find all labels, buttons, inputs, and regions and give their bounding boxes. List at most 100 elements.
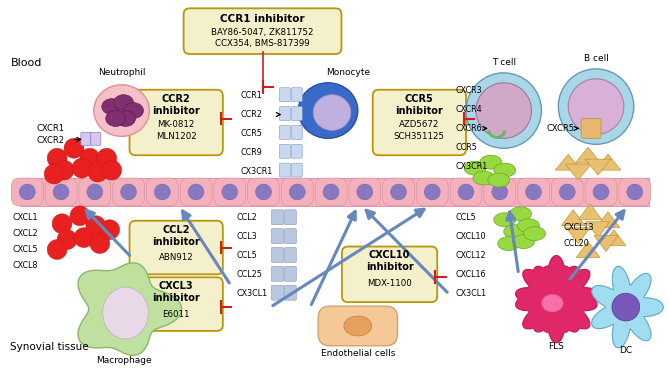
FancyBboxPatch shape bbox=[373, 90, 466, 155]
Text: Synovial tissue: Synovial tissue bbox=[11, 342, 89, 352]
Circle shape bbox=[97, 148, 116, 168]
Text: CCR9: CCR9 bbox=[241, 148, 262, 157]
Text: CCX354, BMS-817399: CCX354, BMS-817399 bbox=[215, 38, 310, 48]
Ellipse shape bbox=[222, 184, 237, 200]
FancyBboxPatch shape bbox=[45, 178, 77, 206]
Ellipse shape bbox=[19, 184, 35, 200]
Circle shape bbox=[86, 216, 106, 236]
Text: CX3CL1: CX3CL1 bbox=[455, 289, 486, 298]
Polygon shape bbox=[78, 263, 182, 355]
FancyBboxPatch shape bbox=[112, 178, 145, 206]
Text: CX3CL1: CX3CL1 bbox=[237, 289, 268, 298]
FancyBboxPatch shape bbox=[291, 107, 302, 120]
Text: CCR1: CCR1 bbox=[241, 91, 262, 100]
FancyBboxPatch shape bbox=[450, 178, 482, 206]
Circle shape bbox=[57, 230, 77, 250]
FancyBboxPatch shape bbox=[383, 178, 414, 206]
Ellipse shape bbox=[124, 103, 143, 119]
Polygon shape bbox=[561, 210, 585, 226]
Polygon shape bbox=[594, 236, 618, 251]
Text: CXCL3: CXCL3 bbox=[159, 281, 193, 291]
Ellipse shape bbox=[102, 99, 122, 115]
Polygon shape bbox=[578, 204, 602, 220]
FancyBboxPatch shape bbox=[551, 178, 583, 206]
Text: CXCR6: CXCR6 bbox=[455, 124, 482, 133]
FancyBboxPatch shape bbox=[280, 88, 290, 101]
Text: CXCL5: CXCL5 bbox=[13, 245, 38, 254]
Text: FLS: FLS bbox=[549, 342, 564, 351]
Text: CXCR4: CXCR4 bbox=[455, 105, 482, 114]
FancyBboxPatch shape bbox=[416, 178, 448, 206]
Text: CXCR2: CXCR2 bbox=[36, 136, 64, 145]
Text: CCL5: CCL5 bbox=[455, 213, 476, 222]
Ellipse shape bbox=[106, 110, 126, 126]
Ellipse shape bbox=[53, 184, 69, 200]
FancyBboxPatch shape bbox=[272, 229, 284, 244]
Text: inhibitor: inhibitor bbox=[395, 106, 444, 116]
Text: CCR5: CCR5 bbox=[455, 143, 477, 152]
Text: CCL20: CCL20 bbox=[563, 239, 589, 248]
FancyBboxPatch shape bbox=[272, 248, 284, 263]
FancyBboxPatch shape bbox=[349, 178, 381, 206]
Text: Neutrophil: Neutrophil bbox=[98, 68, 145, 77]
Text: MDX-1100: MDX-1100 bbox=[367, 279, 412, 288]
Polygon shape bbox=[591, 266, 664, 348]
Polygon shape bbox=[516, 256, 597, 343]
Circle shape bbox=[72, 158, 92, 178]
FancyBboxPatch shape bbox=[248, 178, 280, 206]
FancyBboxPatch shape bbox=[272, 285, 284, 300]
Polygon shape bbox=[596, 212, 620, 228]
Ellipse shape bbox=[498, 236, 520, 251]
Ellipse shape bbox=[492, 184, 508, 200]
Ellipse shape bbox=[313, 95, 351, 131]
FancyBboxPatch shape bbox=[518, 178, 549, 206]
Text: CXCR3: CXCR3 bbox=[455, 86, 482, 95]
Text: CXCL13: CXCL13 bbox=[563, 223, 594, 232]
FancyBboxPatch shape bbox=[284, 229, 296, 244]
Circle shape bbox=[568, 79, 624, 134]
Text: ABN912: ABN912 bbox=[159, 253, 193, 262]
Text: MK-0812: MK-0812 bbox=[157, 120, 195, 129]
Text: CXCL8: CXCL8 bbox=[13, 261, 38, 270]
FancyBboxPatch shape bbox=[291, 144, 302, 158]
FancyBboxPatch shape bbox=[130, 277, 223, 331]
FancyBboxPatch shape bbox=[272, 266, 284, 281]
Ellipse shape bbox=[424, 184, 440, 200]
Circle shape bbox=[52, 214, 72, 233]
FancyBboxPatch shape bbox=[214, 178, 246, 206]
FancyBboxPatch shape bbox=[318, 306, 397, 346]
Ellipse shape bbox=[256, 184, 272, 200]
Ellipse shape bbox=[524, 227, 545, 241]
Polygon shape bbox=[576, 242, 600, 257]
Circle shape bbox=[44, 164, 64, 184]
Text: CCR5: CCR5 bbox=[241, 129, 262, 138]
FancyBboxPatch shape bbox=[183, 8, 341, 54]
FancyBboxPatch shape bbox=[284, 248, 296, 263]
FancyBboxPatch shape bbox=[284, 210, 296, 225]
Circle shape bbox=[70, 206, 90, 226]
Polygon shape bbox=[566, 228, 590, 244]
FancyBboxPatch shape bbox=[619, 178, 651, 206]
Ellipse shape bbox=[559, 184, 575, 200]
FancyBboxPatch shape bbox=[280, 144, 290, 158]
Circle shape bbox=[47, 239, 67, 260]
Ellipse shape bbox=[526, 184, 541, 200]
FancyBboxPatch shape bbox=[284, 266, 296, 281]
Circle shape bbox=[47, 148, 67, 168]
Ellipse shape bbox=[473, 171, 495, 185]
Text: CCL2: CCL2 bbox=[237, 213, 258, 222]
Ellipse shape bbox=[103, 287, 149, 339]
FancyBboxPatch shape bbox=[315, 178, 347, 206]
Ellipse shape bbox=[116, 110, 136, 126]
Text: CXCR5: CXCR5 bbox=[547, 124, 575, 133]
Text: Macrophage: Macrophage bbox=[96, 356, 151, 365]
FancyBboxPatch shape bbox=[280, 107, 290, 120]
Text: CXCL12: CXCL12 bbox=[455, 251, 486, 260]
Circle shape bbox=[88, 162, 108, 182]
Text: Blood: Blood bbox=[11, 58, 41, 68]
Text: CCL3: CCL3 bbox=[237, 232, 258, 241]
FancyBboxPatch shape bbox=[130, 90, 223, 155]
Text: CX3CR1: CX3CR1 bbox=[455, 162, 487, 171]
Ellipse shape bbox=[114, 95, 134, 110]
Ellipse shape bbox=[512, 235, 535, 248]
